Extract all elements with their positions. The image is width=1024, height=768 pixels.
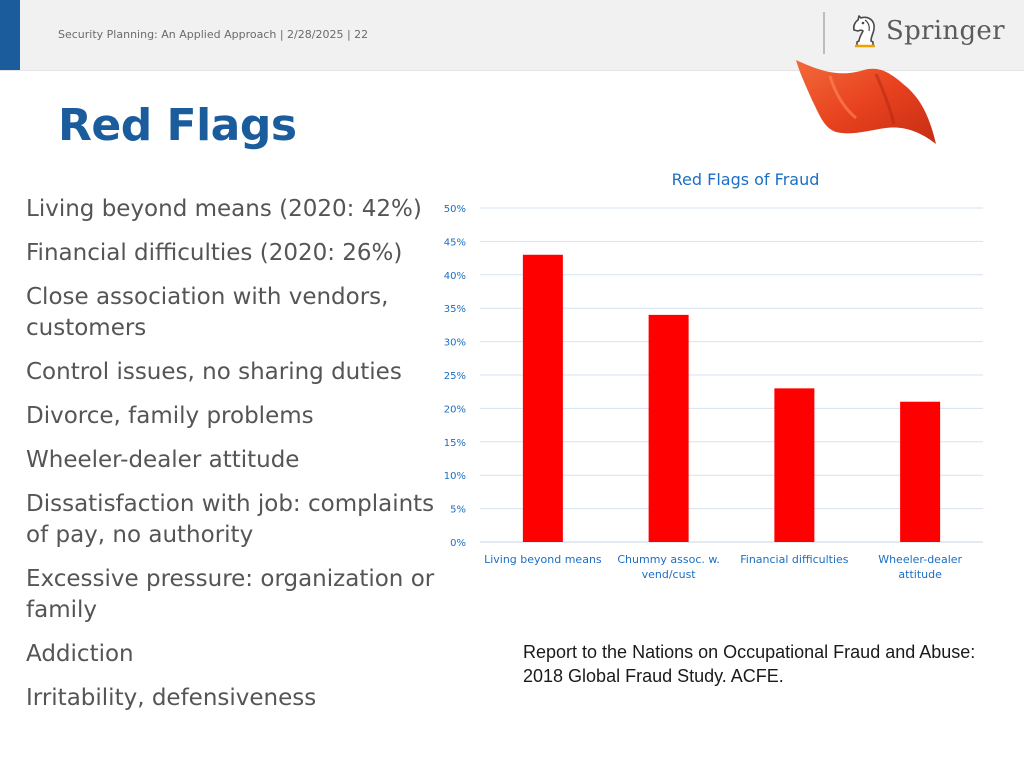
bullet-item: Control issues, no sharing duties <box>26 359 402 385</box>
bar <box>900 401 941 542</box>
springer-logo: Springer <box>850 14 1005 48</box>
x-tick-label: Living beyond means <box>484 553 602 566</box>
slide-title: Red Flags <box>58 100 297 151</box>
y-tick-label: 10% <box>444 471 466 482</box>
y-tick-label: 50% <box>444 204 466 215</box>
bullet-item: Close association with vendors, customer… <box>26 284 389 341</box>
y-tick-label: 30% <box>444 338 466 349</box>
y-tick-label: 35% <box>444 304 466 315</box>
bullet-item: Addiction <box>26 641 134 667</box>
chart-title: Red Flags of Fraud <box>672 170 820 189</box>
red-flag-icon <box>796 60 936 144</box>
bar <box>774 388 815 542</box>
logo-text: Springer <box>886 16 1005 46</box>
y-tick-label: 45% <box>444 237 466 248</box>
bar <box>648 314 689 542</box>
slide-footer-text: Security Planning: An Applied Approach |… <box>58 28 369 41</box>
accent-bar <box>0 0 20 70</box>
bar <box>522 254 563 542</box>
knight-chess-piece-icon <box>852 15 875 48</box>
x-tick-label: vend/cust <box>642 568 697 581</box>
y-tick-label: 25% <box>444 371 466 382</box>
bullet-item: Dissatisfaction with job: complaints of … <box>26 491 435 548</box>
citation-text: Report to the Nations on Occupational Fr… <box>523 642 976 686</box>
y-tick-label: 40% <box>444 271 466 282</box>
bullet-item: Excessive pressure: organization or fami… <box>26 566 435 623</box>
y-tick-label: 5% <box>450 505 466 516</box>
bullet-item: Financial difficulties (2020: 26%) <box>26 240 403 266</box>
bullet-item: Living beyond means (2020: 42%) <box>26 196 422 222</box>
slide-header: Security Planning: An Applied Approach |… <box>0 0 1024 71</box>
y-tick-label: 0% <box>450 538 466 549</box>
bar-chart: Red Flags of Fraud 0% 5% 10% 15% 20% 25% 30% 35%… <box>444 170 983 581</box>
x-tick-label: attitude <box>898 568 942 581</box>
logo-divider <box>823 12 825 54</box>
x-tick-label: Chummy assoc. w. <box>617 553 720 566</box>
bullet-item: Divorce, family problems <box>26 403 314 429</box>
bullet-list: Living beyond means (2020: 42%) Financia… <box>26 194 446 727</box>
y-tick-label: 20% <box>444 404 466 415</box>
x-tick-label: Financial difficulties <box>740 553 849 566</box>
bullet-item: Irritability, defensiveness <box>26 685 317 711</box>
y-tick-label: 15% <box>444 438 466 449</box>
bullet-item: Wheeler-dealer attitude <box>26 447 300 473</box>
x-tick-label: Wheeler-dealer <box>878 553 962 566</box>
